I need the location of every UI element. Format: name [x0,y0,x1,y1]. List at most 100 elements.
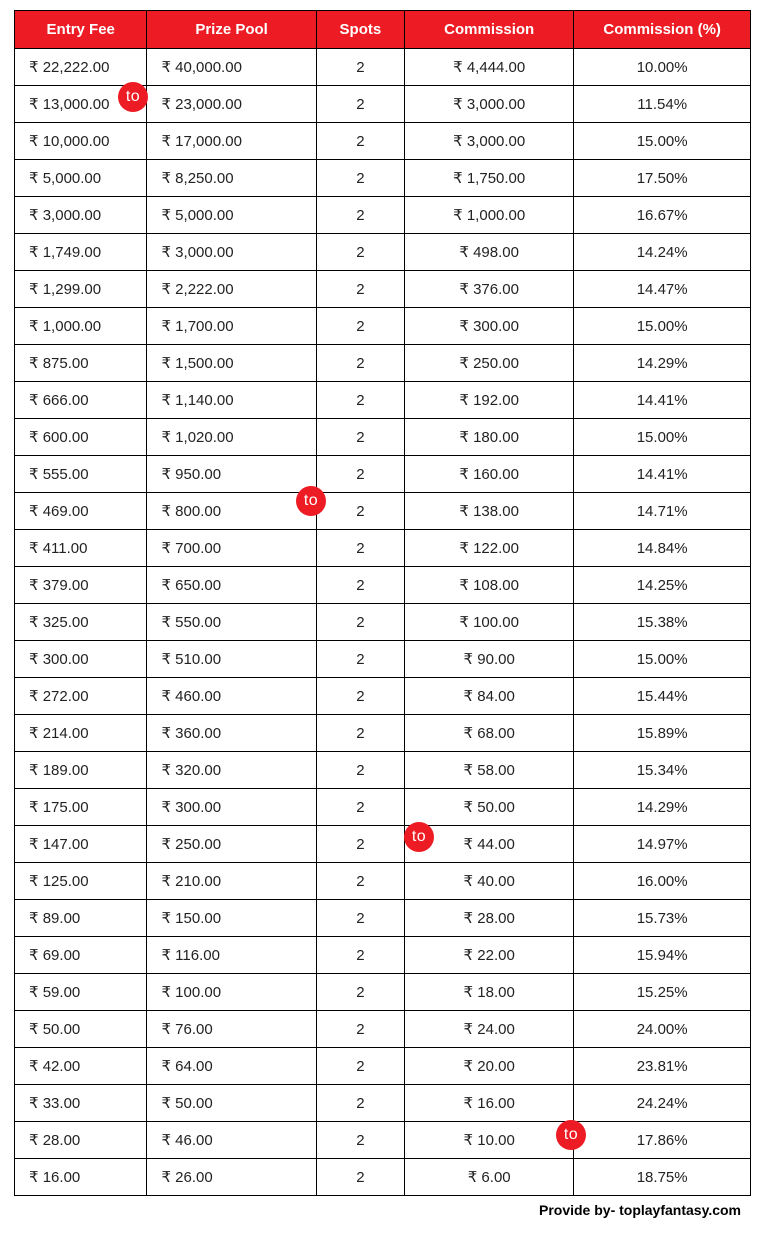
table-cell: ₹ 116.00 [147,937,316,974]
table-cell: ₹ 6.00 [405,1159,574,1196]
footer-credit: Provide by- toplayfantasy.com [14,1196,751,1218]
table-cell: ₹ 1,299.00 [15,271,147,308]
table-cell: 2 [316,937,404,974]
table-cell: 2 [316,1048,404,1085]
table-row: ₹ 469.00₹ 800.002₹ 138.0014.71% [15,493,751,530]
table-cell: ₹ 33.00 [15,1085,147,1122]
table-cell: 16.00% [574,863,751,900]
table-cell: ₹ 300.00 [147,789,316,826]
table-row: ₹ 1,000.00₹ 1,700.002₹ 300.0015.00% [15,308,751,345]
col-header-entry-fee: Entry Fee [15,11,147,49]
table-cell: ₹ 16.00 [405,1085,574,1122]
table-cell: ₹ 84.00 [405,678,574,715]
table-cell: ₹ 90.00 [405,641,574,678]
table-cell: 2 [316,49,404,86]
table-cell: 14.71% [574,493,751,530]
table-cell: ₹ 1,750.00 [405,160,574,197]
table-cell: ₹ 666.00 [15,382,147,419]
table-cell: 2 [316,974,404,1011]
table-cell: ₹ 46.00 [147,1122,316,1159]
table-cell: ₹ 76.00 [147,1011,316,1048]
table-cell: ₹ 64.00 [147,1048,316,1085]
table-row: ₹ 875.00₹ 1,500.002₹ 250.0014.29% [15,345,751,382]
table-row: ₹ 42.00₹ 64.002₹ 20.0023.81% [15,1048,751,1085]
table-row: ₹ 555.00₹ 950.002₹ 160.0014.41% [15,456,751,493]
table-row: ₹ 147.00₹ 250.002₹ 44.0014.97% [15,826,751,863]
table-cell: 2 [316,86,404,123]
table-cell: 15.44% [574,678,751,715]
table-cell: ₹ 125.00 [15,863,147,900]
table-cell: ₹ 600.00 [15,419,147,456]
table-cell: 2 [316,678,404,715]
table-cell: ₹ 122.00 [405,530,574,567]
table-row: ₹ 10,000.00₹ 17,000.002₹ 3,000.0015.00% [15,123,751,160]
table-cell: 14.97% [574,826,751,863]
table-cell: ₹ 138.00 [405,493,574,530]
table-cell: ₹ 189.00 [15,752,147,789]
table-row: ₹ 5,000.00₹ 8,250.002₹ 1,750.0017.50% [15,160,751,197]
table-row: ₹ 22,222.00₹ 40,000.002₹ 4,444.0010.00% [15,49,751,86]
table-cell: 2 [316,567,404,604]
table-cell: 2 [316,863,404,900]
table-cell: ₹ 1,020.00 [147,419,316,456]
table-cell: ₹ 26.00 [147,1159,316,1196]
table-cell: 14.29% [574,789,751,826]
table-cell: ₹ 20.00 [405,1048,574,1085]
table-cell: ₹ 300.00 [15,641,147,678]
table-row: ₹ 89.00₹ 150.002₹ 28.0015.73% [15,900,751,937]
table-cell: 24.24% [574,1085,751,1122]
table-cell: 2 [316,419,404,456]
table-cell: ₹ 40.00 [405,863,574,900]
table-cell: ₹ 210.00 [147,863,316,900]
table-row: ₹ 28.00₹ 46.002₹ 10.0017.86% [15,1122,751,1159]
table-cell: 2 [316,900,404,937]
table-cell: ₹ 1,700.00 [147,308,316,345]
table-cell: ₹ 100.00 [405,604,574,641]
table-cell: ₹ 300.00 [405,308,574,345]
table-cell: ₹ 4,444.00 [405,49,574,86]
table-cell: ₹ 2,222.00 [147,271,316,308]
table-cell: 2 [316,530,404,567]
table-cell: ₹ 950.00 [147,456,316,493]
table-cell: ₹ 875.00 [15,345,147,382]
table-cell: 14.47% [574,271,751,308]
table-cell: ₹ 18.00 [405,974,574,1011]
table-cell: 11.54% [574,86,751,123]
to-badge-icon: to [556,1120,586,1150]
table-row: ₹ 325.00₹ 550.002₹ 100.0015.38% [15,604,751,641]
table-row: ₹ 189.00₹ 320.002₹ 58.0015.34% [15,752,751,789]
table-cell: ₹ 24.00 [405,1011,574,1048]
table-cell: ₹ 555.00 [15,456,147,493]
table-cell: ₹ 650.00 [147,567,316,604]
table-cell: 2 [316,1085,404,1122]
table-cell: ₹ 411.00 [15,530,147,567]
table-cell: ₹ 376.00 [405,271,574,308]
table-cell: ₹ 175.00 [15,789,147,826]
col-header-prize-pool: Prize Pool [147,11,316,49]
table-cell: 2 [316,456,404,493]
table-cell: 15.25% [574,974,751,1011]
table-cell: ₹ 1,000.00 [15,308,147,345]
table-cell: 2 [316,826,404,863]
table-cell: ₹ 16.00 [15,1159,147,1196]
table-cell: 2 [316,604,404,641]
table-cell: ₹ 59.00 [15,974,147,1011]
table-cell: ₹ 5,000.00 [147,197,316,234]
table-cell: 16.67% [574,197,751,234]
table-row: ₹ 1,299.00₹ 2,222.002₹ 376.0014.47% [15,271,751,308]
table-row: ₹ 69.00₹ 116.002₹ 22.0015.94% [15,937,751,974]
pricing-table: Entry Fee Prize Pool Spots Commission Co… [14,10,751,1196]
table-cell: ₹ 23,000.00 [147,86,316,123]
table-cell: ₹ 550.00 [147,604,316,641]
table-cell: ₹ 360.00 [147,715,316,752]
table-row: ₹ 3,000.00₹ 5,000.002₹ 1,000.0016.67% [15,197,751,234]
table-cell: 15.73% [574,900,751,937]
table-cell: ₹ 28.00 [405,900,574,937]
table-cell: 2 [316,345,404,382]
table-cell: ₹ 700.00 [147,530,316,567]
table-cell: ₹ 214.00 [15,715,147,752]
table-cell: ₹ 180.00 [405,419,574,456]
table-cell: 17.86% [574,1122,751,1159]
to-badge-icon: to [404,822,434,852]
table-cell: 15.38% [574,604,751,641]
